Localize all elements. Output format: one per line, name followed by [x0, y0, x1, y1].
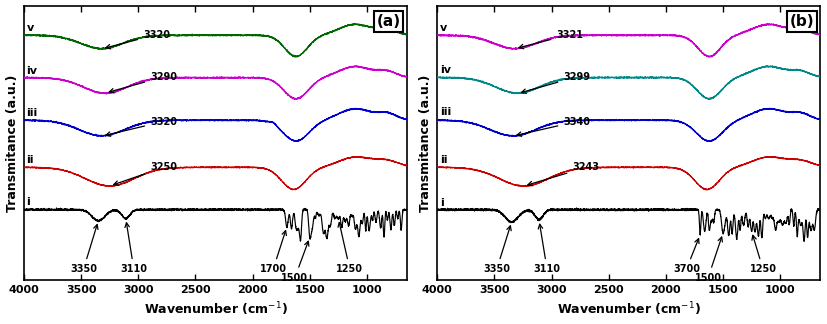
- Text: iv: iv: [440, 65, 451, 75]
- X-axis label: Wavenumber (cm$^{-1}$): Wavenumber (cm$^{-1}$): [144, 301, 288, 318]
- Text: 1500: 1500: [695, 237, 722, 283]
- Text: 3110: 3110: [533, 224, 561, 274]
- Text: iv: iv: [26, 65, 37, 75]
- Text: (a): (a): [376, 14, 400, 29]
- Y-axis label: Transmitance (a.u.): Transmitance (a.u.): [418, 74, 432, 212]
- Text: ii: ii: [26, 155, 34, 165]
- X-axis label: Wavenumber (cm$^{-1}$): Wavenumber (cm$^{-1}$): [557, 301, 700, 318]
- Text: 3320: 3320: [106, 117, 177, 136]
- Text: 3290: 3290: [109, 72, 177, 93]
- Text: 3320: 3320: [106, 29, 170, 49]
- Text: 3250: 3250: [114, 162, 177, 185]
- Text: i: i: [440, 198, 443, 208]
- Text: 1700: 1700: [260, 231, 287, 274]
- Text: 3243: 3243: [528, 162, 600, 186]
- Text: 3340: 3340: [517, 117, 590, 136]
- Text: 3700: 3700: [673, 239, 700, 274]
- Y-axis label: Transmitance (a.u.): Transmitance (a.u.): [6, 74, 18, 212]
- Text: 3110: 3110: [120, 223, 147, 274]
- Text: 1250: 1250: [337, 223, 363, 274]
- Text: 3350: 3350: [483, 226, 511, 274]
- Text: 3299: 3299: [522, 72, 590, 93]
- Text: v: v: [26, 23, 34, 33]
- Text: (b): (b): [790, 14, 814, 29]
- Text: iii: iii: [440, 108, 451, 117]
- Text: iii: iii: [26, 108, 38, 118]
- Text: v: v: [440, 23, 447, 33]
- Text: 3350: 3350: [70, 225, 98, 274]
- Text: 3321: 3321: [519, 29, 583, 49]
- Text: 1250: 1250: [749, 235, 777, 274]
- Text: 1500: 1500: [281, 241, 308, 283]
- Text: ii: ii: [440, 155, 447, 165]
- Text: i: i: [26, 197, 30, 207]
